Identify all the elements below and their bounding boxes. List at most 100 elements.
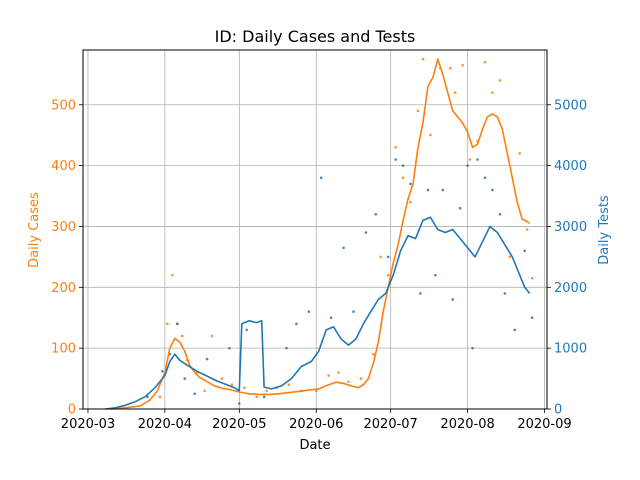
tests-point <box>523 249 526 253</box>
x-axis-label: Date <box>299 438 330 453</box>
y-right-tick-label: 2000 <box>554 281 587 296</box>
x-axis: 2020-03 2020-04 2020-05 2020-06 2020-07 2020-… <box>61 409 572 432</box>
cases-point <box>491 91 494 94</box>
cases-line <box>110 58 531 410</box>
gridlines <box>83 50 547 410</box>
tests-point <box>161 369 164 373</box>
chart-title: ID: Daily Cases and Tests <box>215 27 416 46</box>
plot-frame <box>82 49 548 410</box>
tests-point <box>451 298 455 301</box>
cases-point <box>158 395 162 399</box>
tests-point <box>434 273 437 277</box>
cases-point <box>327 374 330 377</box>
cases-point <box>421 57 425 61</box>
cases-point <box>508 255 512 259</box>
cases-point <box>394 146 397 149</box>
cases-point <box>359 377 363 380</box>
cases-point <box>483 60 487 64</box>
cases-point <box>453 91 457 94</box>
cases-point <box>314 389 318 393</box>
tests-point <box>401 164 405 167</box>
tests-point <box>262 395 266 399</box>
cases-point <box>210 334 214 338</box>
tests-point <box>498 212 502 216</box>
cases-point <box>461 63 464 67</box>
cases-point <box>242 386 246 390</box>
tests-point <box>419 292 422 295</box>
x-tick-label: 2020-09 <box>517 417 571 432</box>
tests-point <box>386 255 390 259</box>
tests-point <box>228 346 231 350</box>
tests-point <box>175 322 179 326</box>
cases-point <box>166 322 169 326</box>
tests-point <box>471 346 474 350</box>
tests-point <box>295 322 298 326</box>
tests-point <box>193 392 196 396</box>
y-left-tick-label: 100 <box>51 342 76 357</box>
tests-point <box>513 328 517 332</box>
cases-point <box>448 66 452 70</box>
cases-point <box>530 276 534 280</box>
tests-point <box>352 310 355 313</box>
cases-point <box>347 380 350 383</box>
cases-point <box>255 395 258 399</box>
y-right-tick-label: 1000 <box>554 342 587 357</box>
tests-point <box>394 158 397 161</box>
tests-point <box>329 316 333 320</box>
x-tick-label: 2020-04 <box>138 417 192 432</box>
y-right-tick-label: 0 <box>554 403 562 418</box>
tests-point <box>364 231 368 234</box>
tests-point <box>441 188 445 192</box>
tests-point <box>466 164 469 167</box>
tests-point <box>483 176 487 180</box>
cases-point <box>386 273 390 277</box>
tests-point <box>183 377 187 380</box>
cases-point <box>416 109 420 113</box>
cases-point <box>230 383 234 386</box>
cases-point <box>468 158 472 161</box>
tests-point <box>205 357 209 361</box>
tests-point <box>476 158 479 161</box>
tests-point <box>374 212 378 216</box>
lines-layer <box>105 58 531 410</box>
cases-point <box>265 389 268 393</box>
cases-point <box>498 79 502 82</box>
y-left-tick-label: 200 <box>51 281 76 296</box>
cases-point <box>203 389 206 393</box>
cases-point <box>287 383 291 386</box>
tests-point <box>238 402 241 405</box>
y-axis-left: 0 100 200 300 400 500 <box>51 98 83 418</box>
tests-point <box>491 188 494 192</box>
y-left-tick-label: 400 <box>51 159 76 174</box>
y-left-tick-label: 300 <box>51 220 76 235</box>
cases-point <box>409 200 412 204</box>
tests-line <box>105 216 531 410</box>
tests-point <box>530 316 534 320</box>
y-axis-right: 0 1000 2000 3000 4000 5000 <box>547 98 587 418</box>
tests-point <box>503 292 507 295</box>
cases-point <box>379 255 383 259</box>
x-tick-label: 2020-06 <box>289 417 343 432</box>
x-tick-label: 2020-05 <box>212 417 266 432</box>
cases-point <box>401 176 405 180</box>
y-right-tick-label: 3000 <box>554 220 587 235</box>
y-axis-left-label: Daily Cases <box>27 192 42 268</box>
cases-point <box>525 228 529 231</box>
cases-point <box>429 133 432 137</box>
tests-point <box>245 328 249 332</box>
y-left-tick-label: 500 <box>51 98 76 113</box>
tests-point <box>409 182 412 186</box>
cases-point <box>518 152 522 155</box>
scatter-layer <box>146 57 534 405</box>
cases-point <box>337 371 340 374</box>
cases-point <box>171 273 174 277</box>
tests-point <box>342 246 345 250</box>
tests-point <box>426 188 430 192</box>
tests-point <box>307 310 311 313</box>
cases-point <box>220 377 224 380</box>
x-tick-label: 2020-07 <box>364 417 418 432</box>
y-axis-right-label: Daily Tests <box>597 195 612 265</box>
tests-point <box>458 206 462 210</box>
x-tick-label: 2020-08 <box>440 417 494 432</box>
